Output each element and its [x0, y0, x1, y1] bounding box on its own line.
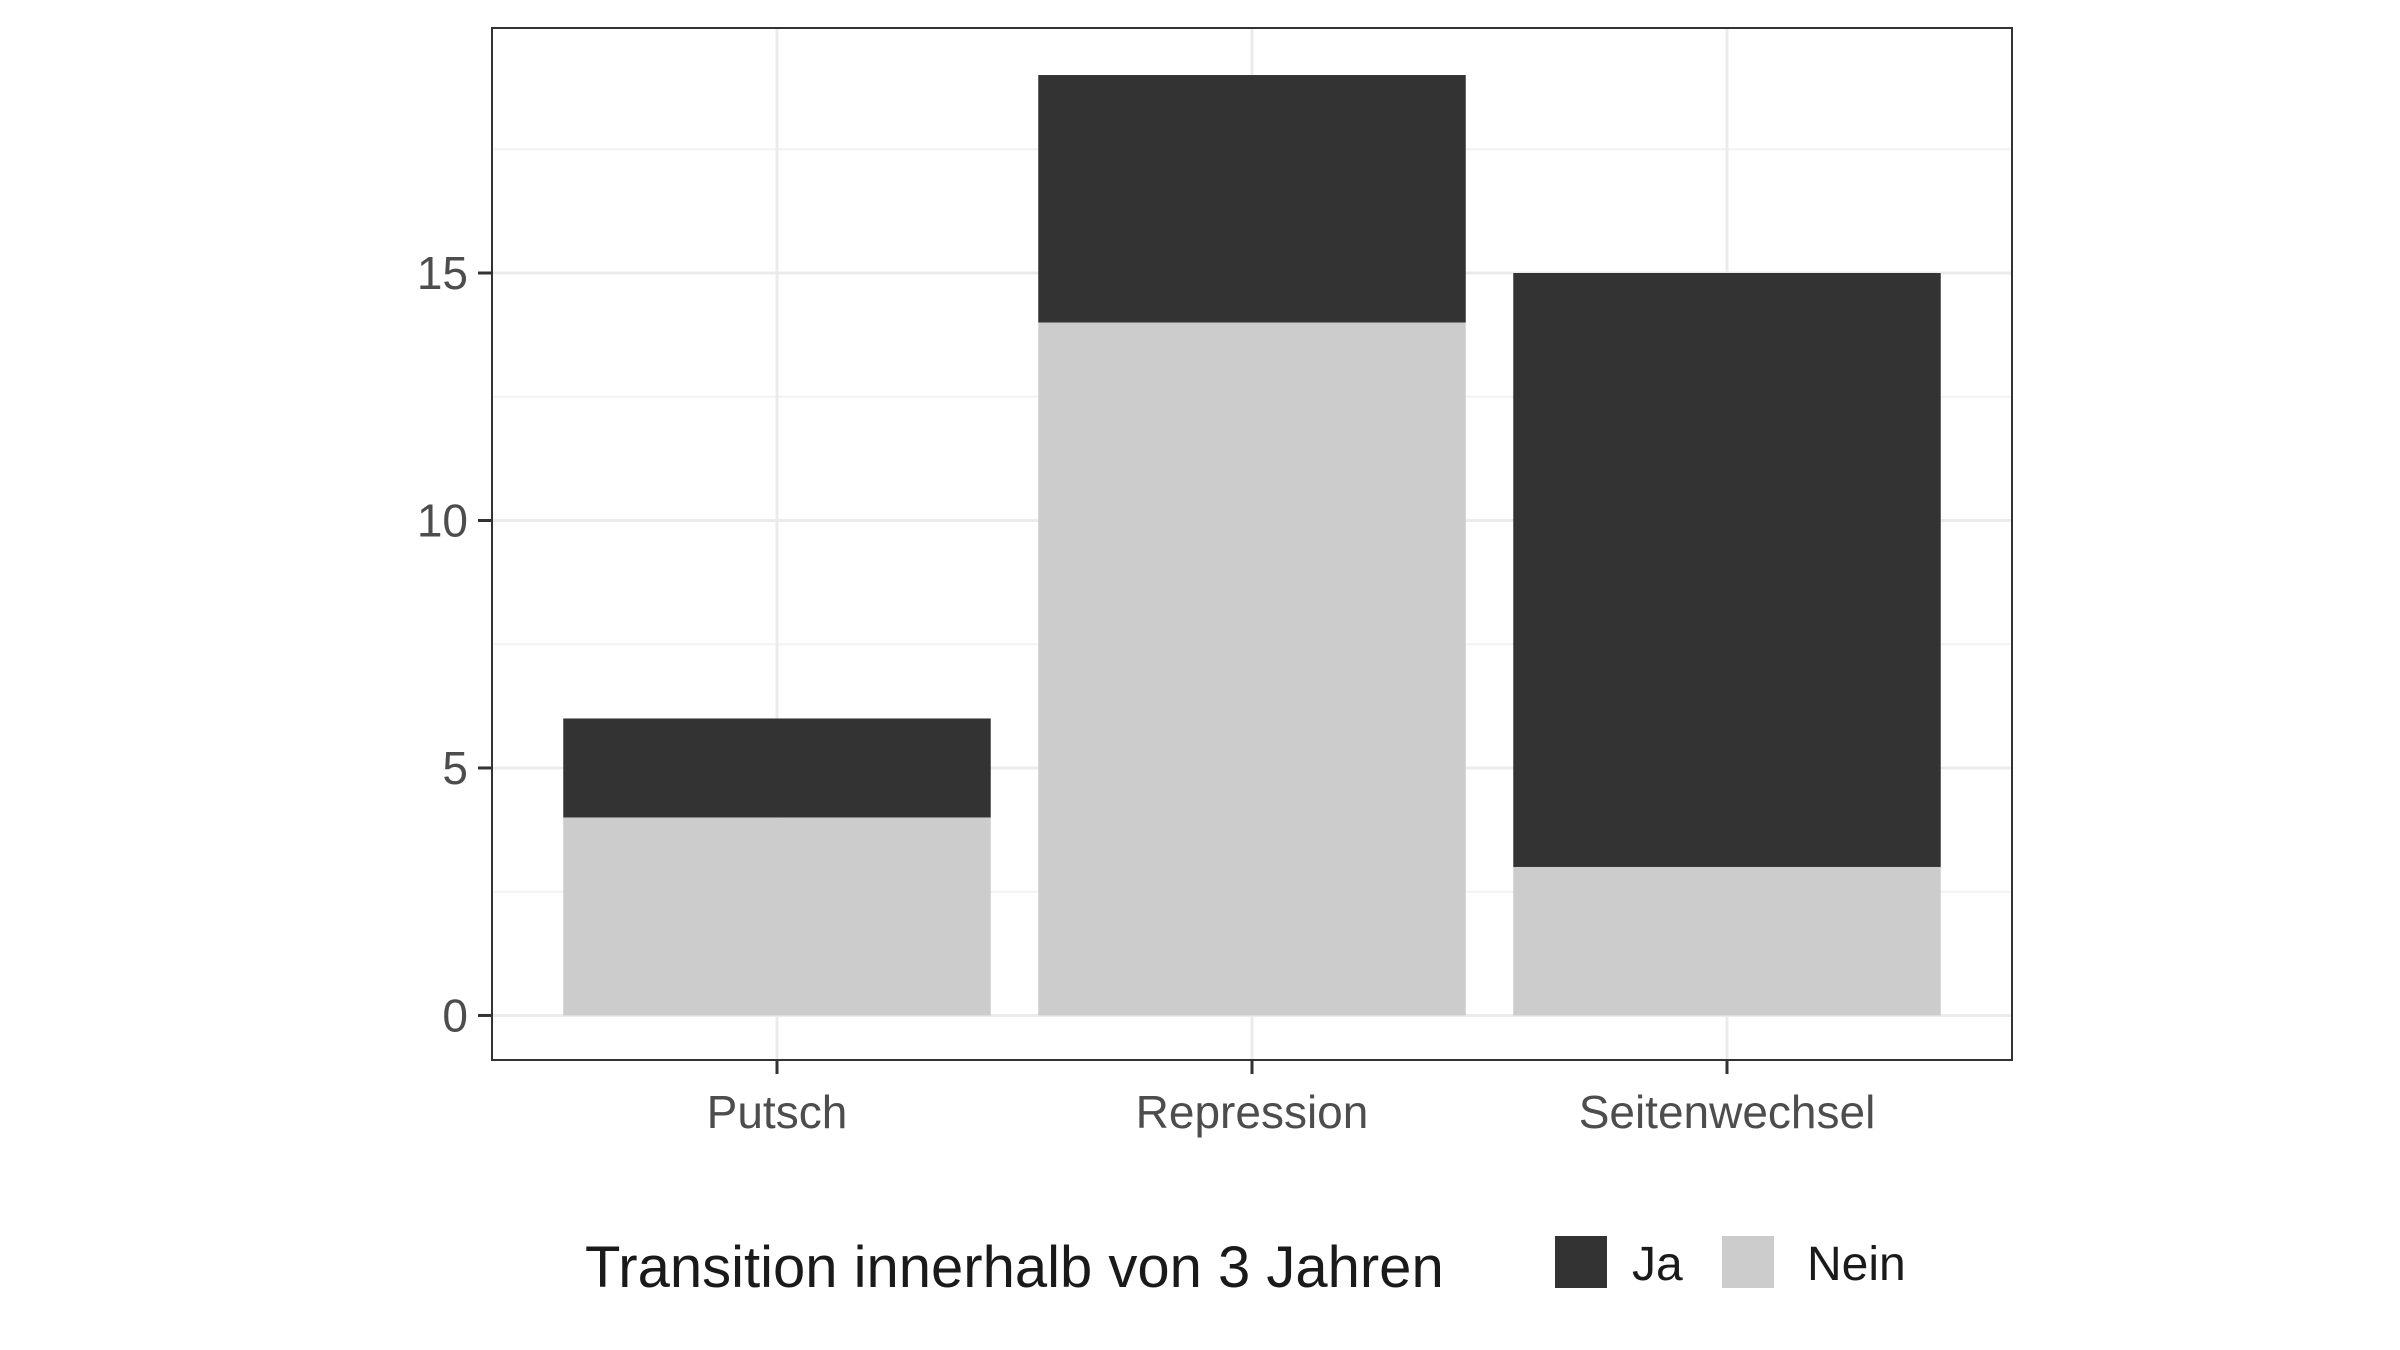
y-axis: 0 5 10 15: [417, 247, 492, 1041]
legend-swatch-ja: [1555, 1236, 1607, 1288]
x-tick-label-putsch: Putsch: [707, 1086, 848, 1138]
legend-title: Transition innerhalb von 3 Jahren: [585, 1235, 1444, 1300]
bars: [563, 75, 1941, 1016]
y-tick-label-5: 5: [442, 742, 468, 794]
legend-label-nein: Nein: [1807, 1238, 1906, 1291]
legend-swatch-nein: [1722, 1236, 1774, 1288]
bar-repression-nein: [1038, 322, 1466, 1016]
x-axis: Putsch Repression Seitenwechsel: [707, 1060, 1876, 1138]
y-tick-label-0: 0: [442, 989, 468, 1041]
bar-putsch-ja: [563, 718, 991, 818]
bar-repression-ja: [1038, 75, 1466, 323]
y-tick-label-10: 10: [417, 494, 468, 546]
legend-label-ja: Ja: [1632, 1238, 1683, 1291]
x-tick-label-seitenwechsel: Seitenwechsel: [1579, 1086, 1876, 1138]
bar-putsch-nein: [563, 817, 991, 1016]
bar-seitenwechsel-ja: [1513, 273, 1941, 867]
legend: Transition innerhalb von 3 Jahren Ja Nei…: [585, 1235, 1906, 1300]
x-tick-label-repression: Repression: [1136, 1086, 1369, 1138]
bar-seitenwechsel-nein: [1513, 866, 1941, 1016]
y-tick-label-15: 15: [417, 247, 468, 299]
